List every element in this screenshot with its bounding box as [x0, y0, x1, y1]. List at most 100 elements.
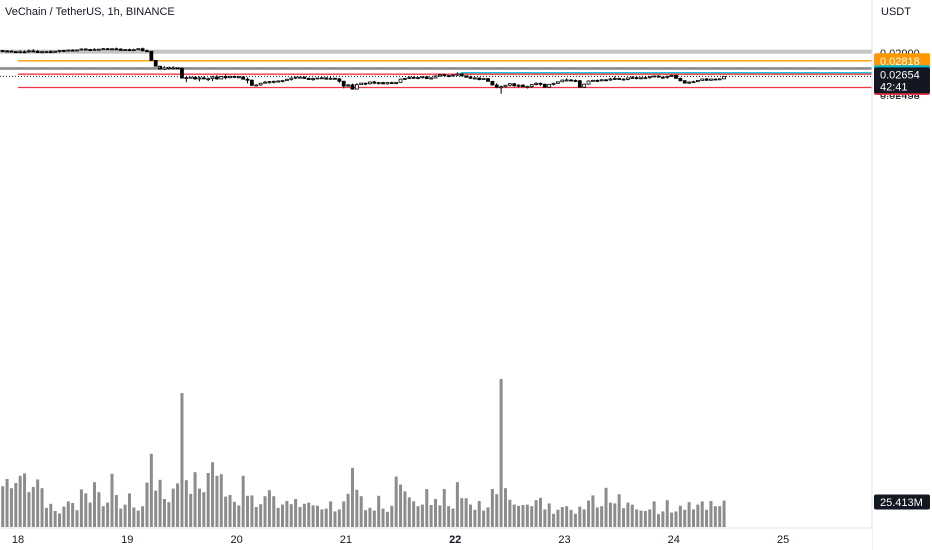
candle-body	[258, 82, 263, 86]
volume-bar	[617, 494, 621, 527]
candle-body	[411, 76, 416, 79]
volume-bar	[44, 507, 48, 527]
volume-bar	[23, 473, 27, 527]
x-tick-label: 24	[668, 534, 680, 546]
candle-body	[674, 75, 678, 79]
volume-bar	[62, 506, 66, 527]
volume-bar	[425, 489, 429, 527]
volume-bar	[49, 503, 53, 527]
volume-bar	[705, 509, 709, 527]
candle-body	[695, 79, 700, 83]
price-tags: 0.028180.026770.026920.025370.0265442:41…	[874, 53, 930, 510]
candle-body	[145, 50, 149, 53]
volume-bar	[495, 494, 499, 527]
candle-body	[542, 83, 547, 88]
volume-bar	[281, 504, 285, 527]
candle	[599, 79, 604, 82]
chart-title: VeChain / TetherUS, 1h, BINANCE	[5, 6, 175, 18]
candle	[118, 48, 123, 51]
volume-bar	[477, 501, 481, 527]
candle	[123, 49, 128, 51]
candle	[136, 48, 141, 51]
candle	[162, 66, 167, 71]
volume-bar	[622, 508, 626, 527]
volume-bar	[66, 501, 70, 527]
candle	[306, 77, 311, 80]
volume-bar	[503, 488, 507, 527]
candle	[263, 80, 267, 84]
candle	[0, 49, 5, 53]
candle-body	[131, 49, 136, 52]
volume-bar	[176, 483, 180, 527]
candle-body	[311, 78, 316, 81]
candle-body	[271, 80, 276, 83]
candle	[140, 47, 145, 52]
volume-bar	[219, 474, 223, 527]
candle-body	[31, 50, 36, 53]
volume-bar	[661, 511, 665, 527]
candle-body	[180, 67, 184, 79]
volume-bar	[464, 498, 468, 527]
volume-bar	[101, 506, 105, 527]
volume-bar	[119, 508, 123, 527]
x-tick-label: 22	[449, 534, 461, 546]
volume-bar	[652, 501, 656, 527]
candle	[276, 80, 281, 83]
volume-bar	[324, 508, 328, 527]
volume-bar	[412, 501, 416, 527]
volume-bar	[696, 504, 700, 527]
volume-bar	[486, 507, 490, 527]
candle-body	[691, 81, 696, 84]
candle-body	[621, 78, 626, 81]
candle-body	[625, 77, 630, 80]
candle	[407, 76, 412, 80]
candle-body	[96, 48, 101, 51]
candle-body	[376, 82, 381, 85]
candle	[333, 77, 337, 80]
time-axis[interactable]	[0, 528, 872, 550]
candle	[350, 83, 355, 90]
volume-bar	[399, 484, 403, 527]
volume-bar	[136, 510, 140, 527]
candle	[547, 83, 552, 88]
candle-body	[333, 77, 337, 80]
candle-body	[158, 65, 162, 70]
last-price-layer	[0, 66, 872, 77]
volume-tag: 25.413M	[880, 497, 923, 509]
candle-body	[293, 76, 298, 79]
volume-bar	[5, 479, 9, 527]
candle	[18, 50, 23, 54]
candle	[44, 51, 49, 54]
volume-bar	[197, 488, 201, 527]
candle	[713, 78, 718, 81]
volume-bar	[560, 507, 564, 527]
candle	[346, 84, 350, 87]
volume-layer	[1, 379, 726, 527]
candle	[534, 82, 538, 86]
volume-bar	[508, 499, 512, 527]
candle	[66, 49, 71, 52]
candle-body	[123, 49, 128, 51]
candle-body	[368, 81, 372, 85]
volume-bar	[626, 502, 630, 527]
volume-bar	[149, 453, 153, 527]
levels-layer	[18, 60, 872, 89]
candle-body	[722, 75, 726, 80]
candle-body	[5, 50, 9, 53]
candle-body	[682, 80, 687, 84]
volume-bar	[390, 505, 394, 527]
candle	[101, 48, 106, 51]
zones-layer	[0, 49, 872, 70]
candle-body	[534, 82, 538, 85]
candle	[245, 77, 250, 84]
candle-body	[612, 78, 617, 80]
candle	[687, 81, 692, 85]
volume-bar	[482, 510, 486, 527]
candle-body	[250, 79, 254, 86]
candle-body	[171, 67, 176, 70]
last-price-tag-bg	[874, 67, 930, 94]
candle	[630, 75, 635, 80]
volume-bar	[552, 513, 556, 527]
candle-body	[525, 86, 530, 88]
